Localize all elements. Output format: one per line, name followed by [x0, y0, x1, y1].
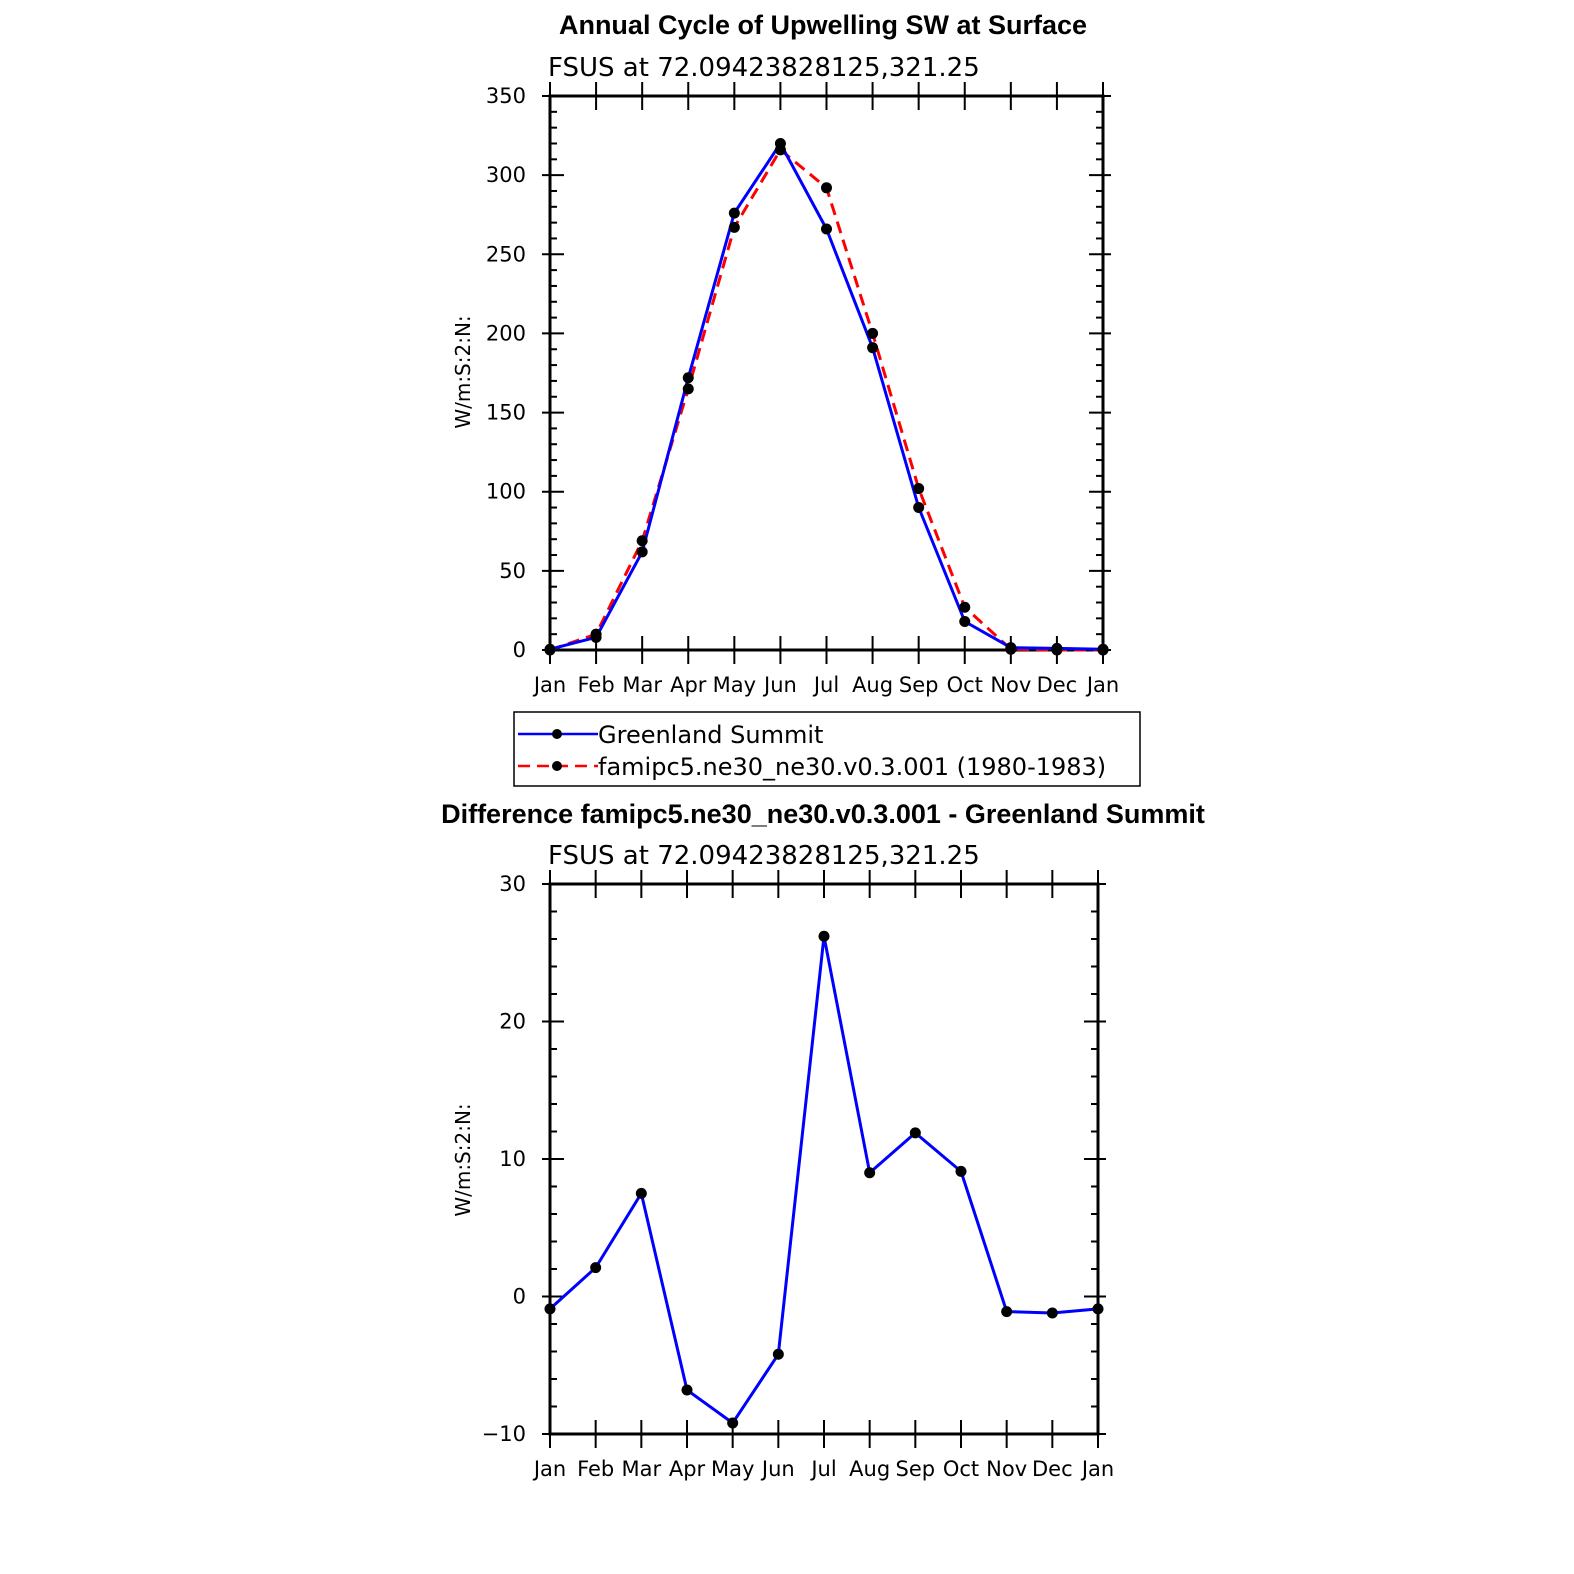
- data-point: [818, 930, 830, 942]
- y-axis-label: W/m:S:2:N:: [451, 1103, 475, 1216]
- x-tick-label: Sep: [896, 1457, 936, 1481]
- y-tick-label: 50: [499, 559, 526, 583]
- data-point: [590, 1262, 602, 1274]
- chart-subtitle: FSUS at 72.09423828125,321.25: [548, 53, 980, 83]
- x-tick-label: Mar: [622, 673, 662, 697]
- data-point: [544, 1303, 556, 1315]
- x-tick-label: Aug: [849, 1457, 890, 1481]
- chart-subtitle: FSUS at 72.09423828125,321.25: [548, 841, 980, 871]
- data-point: [682, 372, 694, 384]
- y-tick-label: 10: [499, 1147, 526, 1171]
- data-point: [772, 1348, 784, 1360]
- data-point: [636, 535, 648, 547]
- y-tick-label: 350: [486, 84, 526, 108]
- x-tick-label: Aug: [852, 673, 893, 697]
- data-point: [636, 546, 648, 558]
- x-tick-label: Jan: [1080, 1457, 1114, 1481]
- legend-swatch-marker: [552, 761, 562, 771]
- data-point: [1046, 1307, 1058, 1319]
- x-tick-label: Jan: [1085, 673, 1119, 697]
- data-point: [590, 631, 602, 643]
- plot-frame: [548, 882, 1100, 1436]
- x-tick-label: May: [713, 673, 756, 697]
- plot-area: 0 50 100 150 200 250 300 350 Jan Feb Mar Apr May Jun J…: [486, 82, 1119, 697]
- x-tick-label: Oct: [947, 673, 983, 697]
- data-point: [913, 502, 925, 514]
- y-tick-label: −10: [482, 1422, 526, 1446]
- x-tick-label: Jan: [532, 1457, 566, 1481]
- x-tick-label: Apr: [669, 1457, 706, 1481]
- x-tick-label: Feb: [577, 1457, 614, 1481]
- y-axis-label: W/m:S:2:N:: [451, 315, 475, 428]
- x-tick-label: Dec: [1032, 1457, 1073, 1481]
- x-tick-label: Oct: [943, 1457, 979, 1481]
- chart-annual-cycle: Annual Cycle of Upwelling SW at Surface …: [451, 10, 1141, 787]
- data-point: [1005, 642, 1017, 654]
- data-point: [959, 601, 971, 613]
- data-point: [864, 1167, 876, 1179]
- x-tick-label: Jun: [760, 1457, 795, 1481]
- legend-swatch-marker: [552, 729, 562, 739]
- y-tick-label: 250: [486, 242, 526, 266]
- data-point: [821, 182, 832, 194]
- data-point: [867, 327, 879, 339]
- data-point: [955, 1165, 967, 1177]
- data-point: [909, 1127, 921, 1139]
- data-point: [913, 483, 925, 495]
- y-tick-label: 200: [486, 321, 526, 345]
- x-tick-label: Nov: [990, 673, 1031, 697]
- chart-difference: Difference famipc5.ne30_ne30.v0.3.001 - …: [441, 799, 1205, 1481]
- x-tick-label: May: [711, 1457, 754, 1481]
- y-tick-label: 0: [513, 1285, 526, 1309]
- series-line: [548, 934, 1099, 1425]
- y-tick-label: 30: [499, 872, 526, 896]
- data-point: [1097, 643, 1109, 655]
- x-tick-label: Dec: [1037, 673, 1078, 697]
- data-point: [682, 383, 694, 395]
- x-tick-label: Apr: [670, 673, 707, 697]
- y-tick-label: 150: [486, 401, 526, 425]
- x-tick-label: Feb: [577, 673, 614, 697]
- x-tick-label: Jul: [809, 1457, 836, 1481]
- data-point: [867, 342, 879, 354]
- data-point: [544, 643, 556, 655]
- data-point: [681, 1384, 693, 1396]
- y-tick-label: 20: [499, 1010, 526, 1034]
- chart-title: Annual Cycle of Upwelling SW at Surface: [559, 10, 1087, 40]
- x-tick-label: Sep: [899, 673, 939, 697]
- data-point: [728, 221, 740, 233]
- data-point: [727, 1417, 739, 1429]
- data-point: [1051, 642, 1063, 654]
- data-point: [959, 616, 971, 628]
- y-tick-label: 0: [513, 638, 526, 662]
- x-tick-label: Jul: [812, 673, 839, 697]
- x-tick-label: Jan: [532, 673, 566, 697]
- y-tick-label: 300: [486, 163, 526, 187]
- data-point: [1092, 1303, 1104, 1315]
- data-point: [821, 223, 832, 235]
- data-point: [635, 1187, 647, 1199]
- legend-box: [513, 711, 1141, 787]
- data-point: [1001, 1306, 1013, 1318]
- legend: Greenland Summit famipc5.ne30_ne30.v0.3.…: [513, 711, 1141, 787]
- legend-entry-label: famipc5.ne30_ne30.v0.3.001 (1980-1983): [598, 753, 1106, 781]
- series-line: [549, 142, 1104, 651]
- data-point: [728, 207, 740, 219]
- plot-area: −10 0 10 20 30 Jan Feb Mar Apr May Jun Jul Aug Sep Oct…: [482, 870, 1114, 1481]
- chart-title: Difference famipc5.ne30_ne30.v0.3.001 - …: [441, 799, 1205, 829]
- x-tick-label: Mar: [622, 1457, 662, 1481]
- x-tick-label: Nov: [986, 1457, 1027, 1481]
- y-tick-label: 100: [486, 480, 526, 504]
- legend-entry-label: Greenland Summit: [598, 721, 823, 749]
- data-point: [774, 137, 786, 149]
- x-tick-label: Jun: [762, 673, 797, 697]
